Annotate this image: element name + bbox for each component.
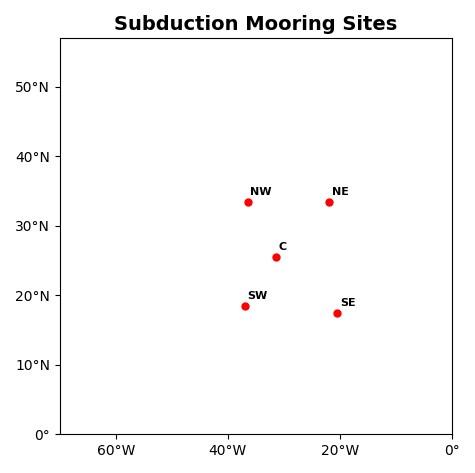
Text: NW: NW	[250, 187, 272, 197]
Text: SE: SE	[340, 298, 356, 308]
Text: C: C	[278, 242, 286, 252]
Text: NE: NE	[332, 187, 349, 197]
Title: Subduction Mooring Sites: Subduction Mooring Sites	[114, 15, 398, 34]
Text: SW: SW	[247, 291, 268, 301]
